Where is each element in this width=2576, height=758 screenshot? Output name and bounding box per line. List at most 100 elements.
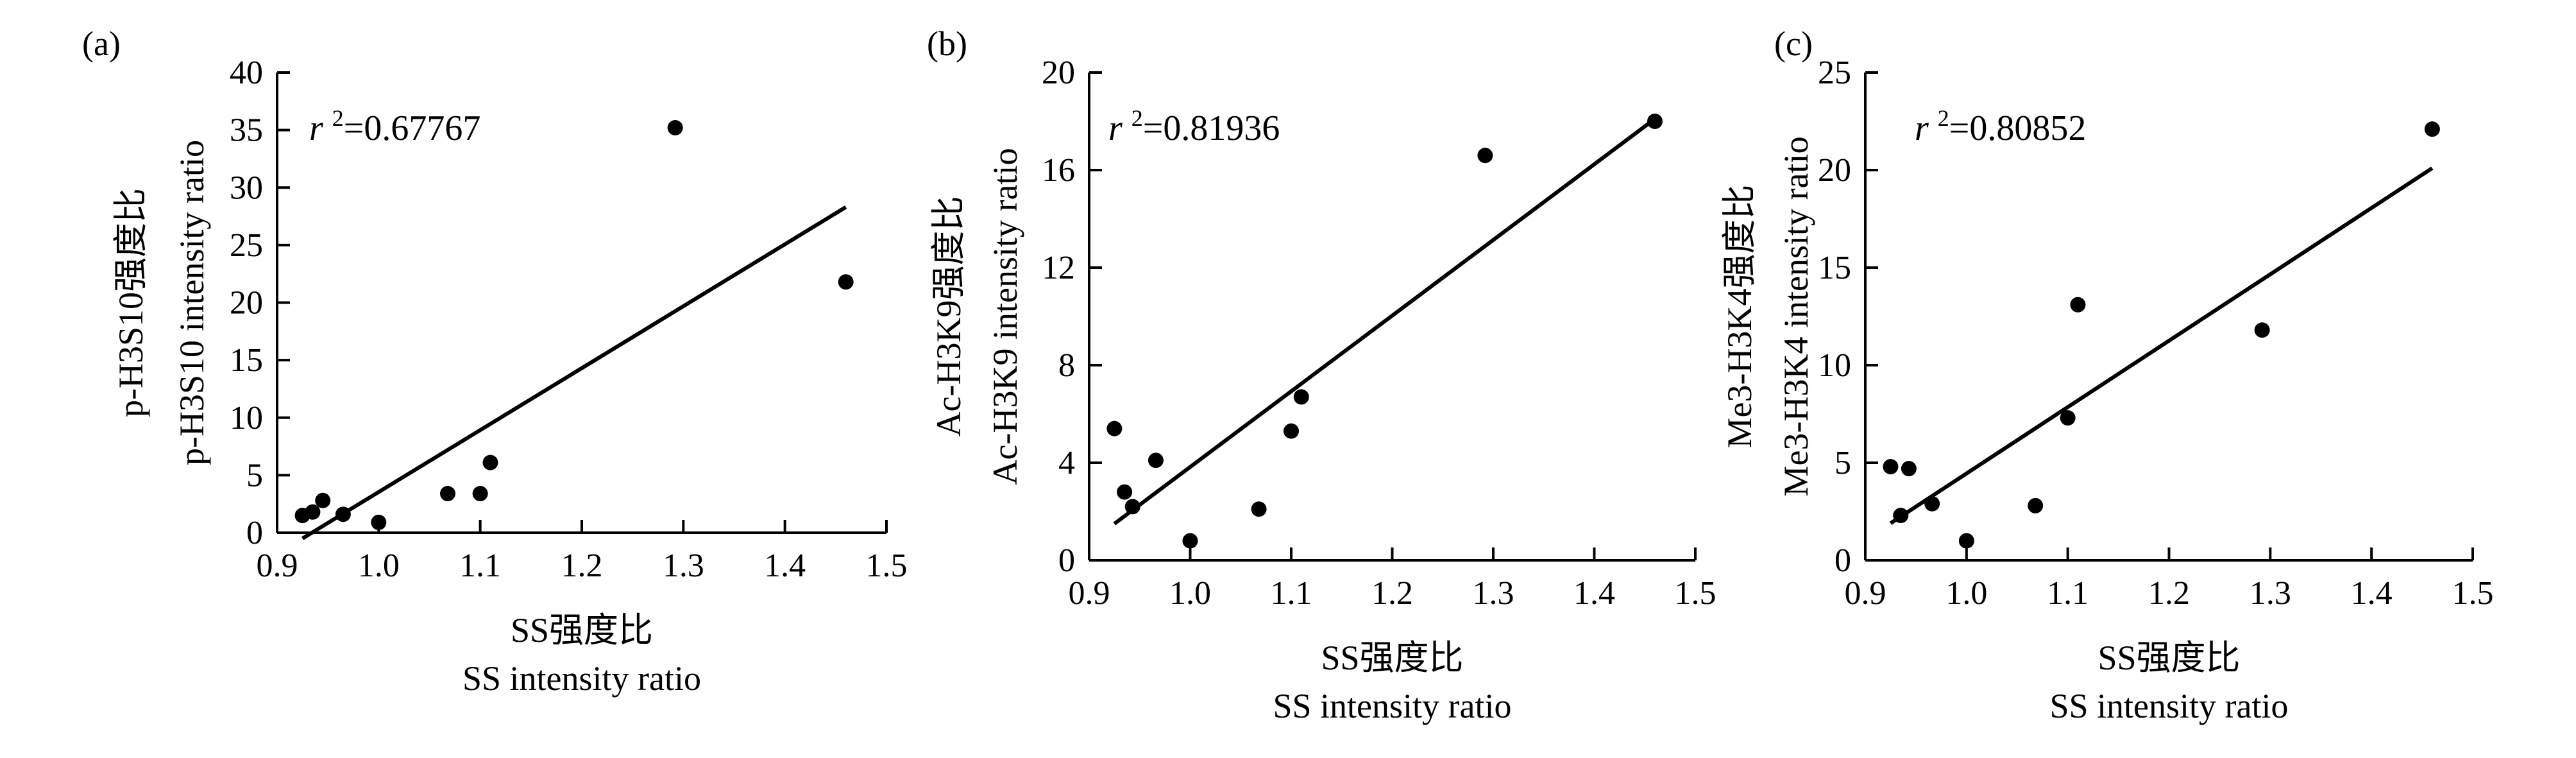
data-point	[472, 486, 488, 502]
x-axis-label-cn: SS强度比	[1321, 639, 1463, 677]
x-axis-label-en: SS intensity ratio	[2049, 687, 2288, 725]
x-tick-label: 1.4	[1573, 575, 1615, 612]
data-point	[1251, 501, 1267, 517]
y-tick-label: 4	[1058, 445, 1075, 481]
x-tick-label: 0.9	[257, 547, 298, 584]
panel-b: 0.9 1.0 1.1 1.2 1.3 1.4 1.5 0 4 8 12 16 20 (b) r 2=0.8…	[927, 24, 1716, 725]
x-axis-label-en: SS intensity ratio	[1273, 687, 1511, 725]
x-tick-label: 1.2	[561, 547, 603, 584]
x-axis-label-en: SS intensity ratio	[462, 659, 701, 698]
y-axis-label-cn: p-H3S10强度比	[112, 188, 150, 417]
data-point	[305, 504, 321, 520]
data-point	[1117, 484, 1133, 500]
data-point	[1901, 461, 1917, 477]
data-point	[315, 492, 331, 508]
y-tick-label: 20	[230, 285, 263, 322]
x-tick-label: 0.9	[1845, 575, 1886, 612]
r-superscript: 2	[1938, 105, 1949, 131]
y-axis-label-en: Me3-H3K4 intensity ratio	[1777, 137, 1815, 497]
data-point	[371, 514, 387, 530]
r-superscript: 2	[1131, 105, 1143, 131]
x-tick-label: 1.1	[459, 547, 501, 584]
r-squared-value: =0.80852	[1949, 108, 2087, 148]
y-tick-label: 12	[1042, 250, 1075, 286]
data-point	[335, 506, 351, 522]
data-point	[838, 274, 854, 290]
x-tick-label: 1.4	[2351, 575, 2393, 612]
data-point	[1182, 533, 1198, 549]
y-tick-label: 20	[1818, 152, 1851, 189]
x-tick-label: 1.0	[1945, 575, 1987, 612]
data-point	[1893, 508, 1909, 524]
x-axis-label-cn: SS强度比	[511, 611, 653, 650]
y-tick-label: 15	[230, 342, 263, 379]
data-point	[440, 486, 455, 502]
y-tick-label: 16	[1042, 152, 1075, 189]
data-point	[1284, 423, 1299, 439]
data-point	[1293, 389, 1309, 405]
panel-c: 0.9 1.0 1.1 1.2 1.3 1.4 1.5 0 5 10 15 20 25(c) r 2=0.…	[1720, 24, 2494, 725]
data-point	[2060, 410, 2076, 426]
y-tick-label: 25	[1818, 55, 1851, 91]
y-tick-label: 15	[1818, 250, 1851, 286]
x-tick-label: 1.2	[1371, 575, 1413, 612]
panel-label: (a)	[82, 24, 121, 63]
y-tick-label: 25	[230, 227, 263, 264]
r-squared-value: =0.81936	[1143, 108, 1280, 148]
x-tick-label: 1.1	[2047, 575, 2089, 612]
r-squared-annotation: r 2=0.80852	[1915, 105, 2086, 148]
x-tick-label: 1.3	[1473, 575, 1514, 612]
y-tick-label: 5	[1835, 445, 1851, 481]
x-tick-label: 1.0	[358, 547, 400, 584]
x-tick-label: 1.5	[1675, 575, 1716, 612]
y-tick-label: 10	[1818, 347, 1851, 384]
y-axis-label-en: p-H3S10 intensity ratio	[173, 140, 211, 465]
panel-a: 0.9 1.0 1.1 1.2 1.3 1.4 1.5 0 5 10 15 20 25 30 35 40 (a)…	[82, 24, 908, 698]
data-point	[1106, 420, 1123, 436]
x-tick-label: 1.0	[1169, 575, 1211, 612]
data-point	[1477, 148, 1493, 164]
y-tick-label: 35	[230, 112, 263, 149]
y-tick-label: 0	[246, 515, 263, 551]
data-point	[2254, 322, 2270, 338]
x-tick-label: 1.3	[2250, 575, 2291, 612]
r-squared-annotation: r 2=0.67767	[309, 105, 480, 148]
y-axis-label-cn: Me3-H3K4强度比	[1720, 185, 1759, 449]
panel-label: (b)	[927, 24, 967, 63]
y-tick-label: 8	[1058, 347, 1075, 384]
y-axis-label-cn: Ac-H3K9强度比	[929, 196, 968, 437]
data-point	[2424, 121, 2440, 137]
data-point	[1647, 114, 1663, 129]
x-tick-label: 1.4	[764, 547, 806, 584]
y-tick-label: 0	[1058, 542, 1075, 579]
y-tick-label: 30	[230, 169, 263, 206]
data-point	[1924, 495, 1940, 512]
data-point	[1124, 499, 1140, 515]
data-point	[1883, 459, 1899, 475]
y-tick-label: 5	[246, 457, 263, 494]
regression-line	[1113, 117, 1656, 526]
regression-line	[1889, 166, 2434, 525]
x-axis-label-cn: SS强度比	[2097, 639, 2240, 677]
data-point	[1958, 533, 1974, 549]
data-point	[482, 454, 498, 470]
x-tick-label: 1.5	[866, 547, 908, 584]
y-tick-label: 0	[1835, 542, 1851, 579]
data-point	[667, 120, 683, 136]
panel-label: (c)	[1774, 24, 1813, 63]
y-tick-label: 20	[1042, 55, 1075, 91]
r-symbol: r	[1915, 108, 1938, 148]
x-tick-label: 1.3	[663, 547, 704, 584]
x-tick-label: 1.5	[2452, 575, 2494, 612]
y-tick-label: 10	[230, 400, 263, 436]
x-tick-label: 1.2	[2148, 575, 2190, 612]
r-squared-annotation: r 2=0.81936	[1108, 105, 1280, 148]
data-point	[2070, 297, 2086, 313]
r-squared-value: =0.67767	[344, 108, 481, 148]
y-axis-label-en: Ac-H3K9 intensity ratio	[986, 148, 1024, 485]
r-symbol: r	[1108, 108, 1131, 148]
y-tick-label: 40	[230, 55, 263, 91]
x-tick-label: 1.1	[1271, 575, 1312, 612]
data-point	[2028, 497, 2044, 513]
